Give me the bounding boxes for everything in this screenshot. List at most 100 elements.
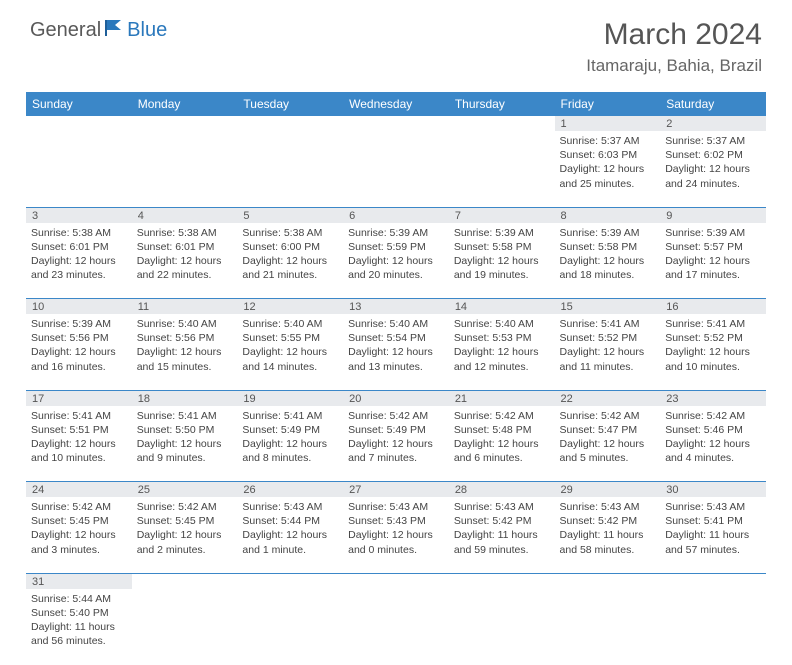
day-cell bbox=[343, 589, 449, 665]
sunrise-text: Sunrise: 5:37 AM bbox=[665, 134, 761, 148]
day-number: 16 bbox=[660, 299, 766, 315]
sunset-text: Sunset: 5:49 PM bbox=[242, 423, 338, 437]
sunrise-text: Sunrise: 5:41 AM bbox=[137, 409, 233, 423]
day-cell: Sunrise: 5:43 AMSunset: 5:42 PMDaylight:… bbox=[449, 497, 555, 573]
sunset-text: Sunset: 5:58 PM bbox=[560, 240, 656, 254]
sunrise-text: Sunrise: 5:40 AM bbox=[454, 317, 550, 331]
sunrise-text: Sunrise: 5:41 AM bbox=[31, 409, 127, 423]
sunset-text: Sunset: 6:02 PM bbox=[665, 148, 761, 162]
week-row: Sunrise: 5:39 AMSunset: 5:56 PMDaylight:… bbox=[26, 314, 766, 390]
daylight-text: Daylight: 12 hours and 22 minutes. bbox=[137, 254, 233, 282]
sunrise-text: Sunrise: 5:44 AM bbox=[31, 592, 127, 606]
day-info: Sunrise: 5:38 AMSunset: 6:01 PMDaylight:… bbox=[137, 226, 233, 283]
day-number: 13 bbox=[343, 299, 449, 315]
sunset-text: Sunset: 5:59 PM bbox=[348, 240, 444, 254]
daynum-row: 17181920212223 bbox=[26, 390, 766, 406]
calendar-table: SundayMondayTuesdayWednesdayThursdayFrid… bbox=[26, 92, 766, 665]
daylight-text: Daylight: 12 hours and 0 minutes. bbox=[348, 528, 444, 556]
dayhead-row: SundayMondayTuesdayWednesdayThursdayFrid… bbox=[26, 92, 766, 116]
sunrise-text: Sunrise: 5:38 AM bbox=[31, 226, 127, 240]
day-cell bbox=[555, 589, 661, 665]
daylight-text: Daylight: 12 hours and 4 minutes. bbox=[665, 437, 761, 465]
sunset-text: Sunset: 5:46 PM bbox=[665, 423, 761, 437]
sunset-text: Sunset: 5:47 PM bbox=[560, 423, 656, 437]
day-number bbox=[132, 573, 238, 589]
week-row: Sunrise: 5:38 AMSunset: 6:01 PMDaylight:… bbox=[26, 223, 766, 299]
sunrise-text: Sunrise: 5:40 AM bbox=[242, 317, 338, 331]
header: General Blue March 2024 Itamaraju, Bahia… bbox=[0, 0, 792, 84]
day-number: 23 bbox=[660, 390, 766, 406]
sunset-text: Sunset: 5:43 PM bbox=[348, 514, 444, 528]
sunrise-text: Sunrise: 5:40 AM bbox=[137, 317, 233, 331]
daynum-row: 24252627282930 bbox=[26, 482, 766, 498]
daylight-text: Daylight: 12 hours and 21 minutes. bbox=[242, 254, 338, 282]
daynum-row: 10111213141516 bbox=[26, 299, 766, 315]
day-cell: Sunrise: 5:42 AMSunset: 5:45 PMDaylight:… bbox=[26, 497, 132, 573]
day-cell bbox=[132, 131, 238, 207]
day-cell bbox=[449, 131, 555, 207]
day-cell: Sunrise: 5:38 AMSunset: 6:01 PMDaylight:… bbox=[132, 223, 238, 299]
day-number: 3 bbox=[26, 207, 132, 223]
day-number: 18 bbox=[132, 390, 238, 406]
dayhead: Thursday bbox=[449, 92, 555, 116]
day-cell: Sunrise: 5:42 AMSunset: 5:46 PMDaylight:… bbox=[660, 406, 766, 482]
sunset-text: Sunset: 5:56 PM bbox=[31, 331, 127, 345]
daylight-text: Daylight: 11 hours and 57 minutes. bbox=[665, 528, 761, 556]
sunset-text: Sunset: 5:48 PM bbox=[454, 423, 550, 437]
day-number: 2 bbox=[660, 116, 766, 131]
day-number bbox=[343, 573, 449, 589]
day-info: Sunrise: 5:40 AMSunset: 5:56 PMDaylight:… bbox=[137, 317, 233, 374]
sunrise-text: Sunrise: 5:42 AM bbox=[665, 409, 761, 423]
day-info: Sunrise: 5:41 AMSunset: 5:50 PMDaylight:… bbox=[137, 409, 233, 466]
daylight-text: Daylight: 12 hours and 6 minutes. bbox=[454, 437, 550, 465]
day-number bbox=[237, 573, 343, 589]
location-text: Itamaraju, Bahia, Brazil bbox=[586, 56, 762, 76]
sunrise-text: Sunrise: 5:40 AM bbox=[348, 317, 444, 331]
day-cell: Sunrise: 5:38 AMSunset: 6:00 PMDaylight:… bbox=[237, 223, 343, 299]
sunset-text: Sunset: 6:01 PM bbox=[137, 240, 233, 254]
daylight-text: Daylight: 12 hours and 25 minutes. bbox=[560, 162, 656, 190]
day-info: Sunrise: 5:41 AMSunset: 5:52 PMDaylight:… bbox=[665, 317, 761, 374]
day-number bbox=[449, 116, 555, 131]
day-number bbox=[343, 116, 449, 131]
day-number bbox=[660, 573, 766, 589]
sunrise-text: Sunrise: 5:42 AM bbox=[137, 500, 233, 514]
page-title: March 2024 bbox=[586, 18, 762, 52]
day-info: Sunrise: 5:40 AMSunset: 5:53 PMDaylight:… bbox=[454, 317, 550, 374]
day-cell: Sunrise: 5:43 AMSunset: 5:44 PMDaylight:… bbox=[237, 497, 343, 573]
day-info: Sunrise: 5:42 AMSunset: 5:45 PMDaylight:… bbox=[137, 500, 233, 557]
sunset-text: Sunset: 5:50 PM bbox=[137, 423, 233, 437]
day-number: 20 bbox=[343, 390, 449, 406]
sunset-text: Sunset: 5:45 PM bbox=[137, 514, 233, 528]
sunrise-text: Sunrise: 5:39 AM bbox=[454, 226, 550, 240]
sunrise-text: Sunrise: 5:42 AM bbox=[31, 500, 127, 514]
sunset-text: Sunset: 5:49 PM bbox=[348, 423, 444, 437]
day-cell: Sunrise: 5:40 AMSunset: 5:53 PMDaylight:… bbox=[449, 314, 555, 390]
daylight-text: Daylight: 12 hours and 24 minutes. bbox=[665, 162, 761, 190]
day-info: Sunrise: 5:41 AMSunset: 5:49 PMDaylight:… bbox=[242, 409, 338, 466]
day-number bbox=[26, 116, 132, 131]
daylight-text: Daylight: 12 hours and 8 minutes. bbox=[242, 437, 338, 465]
day-number: 26 bbox=[237, 482, 343, 498]
sunrise-text: Sunrise: 5:38 AM bbox=[137, 226, 233, 240]
day-number: 11 bbox=[132, 299, 238, 315]
day-number: 1 bbox=[555, 116, 661, 131]
day-info: Sunrise: 5:37 AMSunset: 6:03 PMDaylight:… bbox=[560, 134, 656, 191]
day-cell: Sunrise: 5:39 AMSunset: 5:57 PMDaylight:… bbox=[660, 223, 766, 299]
day-number: 29 bbox=[555, 482, 661, 498]
week-row: Sunrise: 5:37 AMSunset: 6:03 PMDaylight:… bbox=[26, 131, 766, 207]
day-cell bbox=[343, 131, 449, 207]
sunrise-text: Sunrise: 5:43 AM bbox=[242, 500, 338, 514]
sunrise-text: Sunrise: 5:38 AM bbox=[242, 226, 338, 240]
daylight-text: Daylight: 12 hours and 9 minutes. bbox=[137, 437, 233, 465]
sunrise-text: Sunrise: 5:43 AM bbox=[665, 500, 761, 514]
sunrise-text: Sunrise: 5:37 AM bbox=[560, 134, 656, 148]
day-cell: Sunrise: 5:42 AMSunset: 5:48 PMDaylight:… bbox=[449, 406, 555, 482]
sunrise-text: Sunrise: 5:43 AM bbox=[348, 500, 444, 514]
day-number: 22 bbox=[555, 390, 661, 406]
sunset-text: Sunset: 5:51 PM bbox=[31, 423, 127, 437]
day-number: 6 bbox=[343, 207, 449, 223]
day-number: 19 bbox=[237, 390, 343, 406]
sunrise-text: Sunrise: 5:42 AM bbox=[454, 409, 550, 423]
day-info: Sunrise: 5:43 AMSunset: 5:42 PMDaylight:… bbox=[560, 500, 656, 557]
